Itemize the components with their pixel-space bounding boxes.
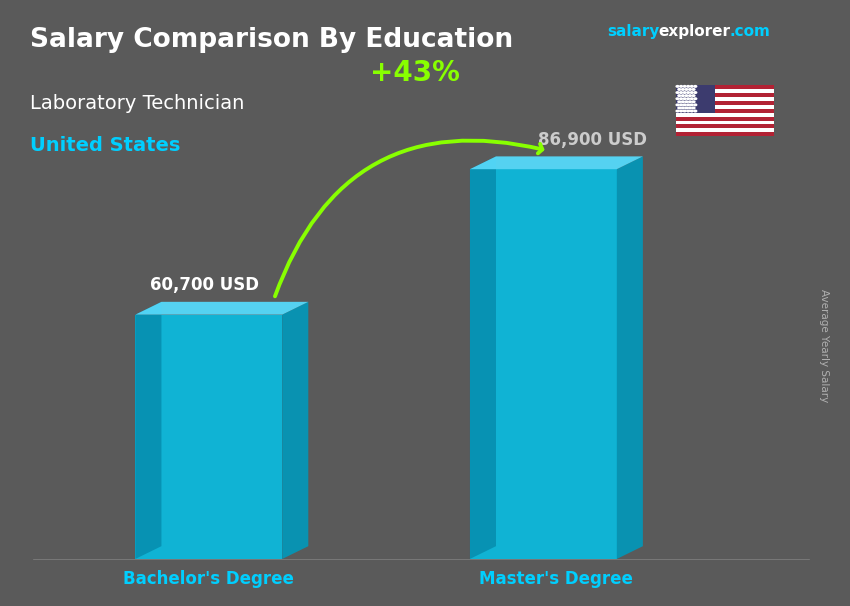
Polygon shape (135, 315, 282, 559)
Polygon shape (282, 302, 309, 559)
Text: 60,700 USD: 60,700 USD (150, 276, 259, 295)
Polygon shape (470, 156, 643, 169)
Text: Master's Degree: Master's Degree (479, 570, 633, 588)
Polygon shape (617, 156, 643, 559)
Text: Salary Comparison By Education: Salary Comparison By Education (30, 27, 513, 53)
Text: 86,900 USD: 86,900 USD (538, 131, 647, 149)
Polygon shape (470, 169, 617, 559)
Text: Laboratory Technician: Laboratory Technician (30, 94, 244, 113)
Text: United States: United States (30, 136, 180, 155)
Text: .com: .com (729, 24, 770, 39)
Text: explorer: explorer (659, 24, 731, 39)
Text: Bachelor's Degree: Bachelor's Degree (123, 570, 294, 588)
Polygon shape (470, 156, 496, 559)
Text: +43%: +43% (370, 59, 460, 87)
Text: salary: salary (608, 24, 660, 39)
Text: Average Yearly Salary: Average Yearly Salary (819, 289, 829, 402)
Polygon shape (135, 302, 162, 559)
Polygon shape (135, 302, 309, 315)
